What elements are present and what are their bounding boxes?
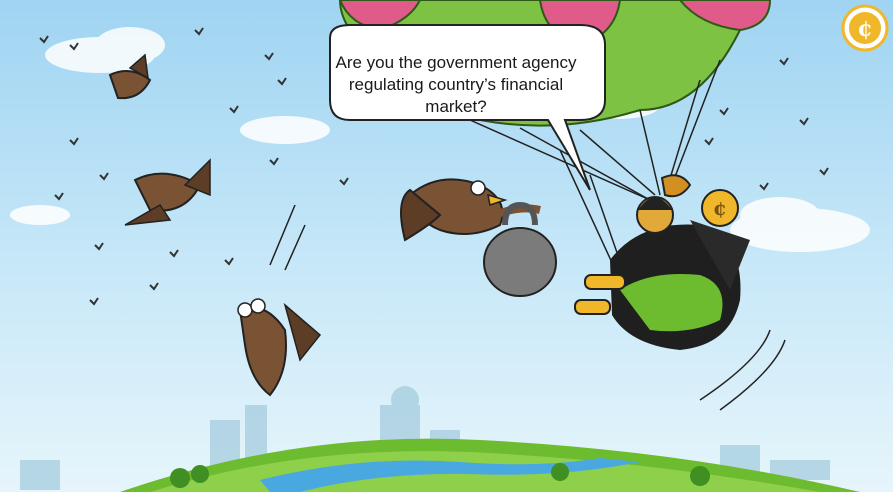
bird-middle-left xyxy=(124,158,211,226)
speech-bubble xyxy=(329,24,606,191)
speech-line-2: regulating country’s financial market? xyxy=(348,75,564,116)
bird-with-weight xyxy=(400,178,557,297)
logo: ¢ xyxy=(841,4,889,52)
small-birds xyxy=(39,27,829,306)
coin-c-icon: ¢ xyxy=(857,16,872,42)
speech-line-1: Are you the government agency xyxy=(335,53,577,72)
bird-falling xyxy=(237,298,322,397)
svg-text:¢: ¢ xyxy=(713,196,727,220)
speech-bubble-text: Are you the government agency regulating… xyxy=(318,52,594,118)
hill xyxy=(120,438,860,492)
motion-lines xyxy=(269,204,786,411)
pilot xyxy=(574,174,750,350)
bird-top-left xyxy=(108,53,152,100)
coin-character: ¢ xyxy=(701,189,739,227)
